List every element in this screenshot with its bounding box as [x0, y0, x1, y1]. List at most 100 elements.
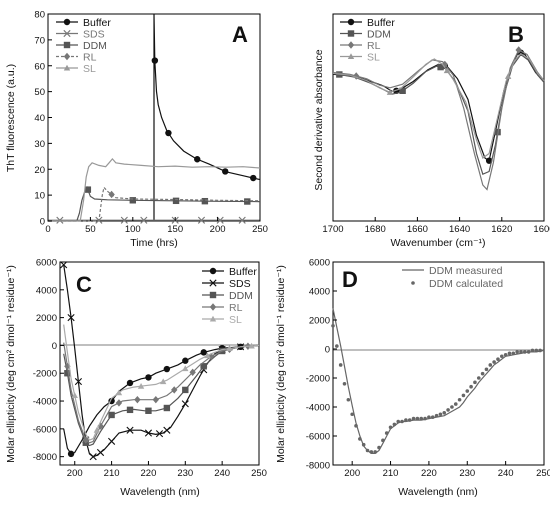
- panel-c-sds-marker: [144, 429, 153, 437]
- panel-c-sds-marker: [60, 261, 68, 269]
- panel-a-series-ddm: [48, 186, 261, 222]
- panel-c-legend-sds-swatch: [209, 279, 217, 287]
- panel-c-sl-marker: [93, 427, 101, 433]
- panel-d-xtick-label: 220: [421, 468, 437, 479]
- panel-b-ticks: 1700 1680 1660 1640 1620 1600: [322, 217, 550, 235]
- panel-d-frame: [332, 261, 545, 466]
- panel-c-ddm-marker: [108, 411, 115, 419]
- panel-d-ddm-calculated-point: [361, 442, 366, 447]
- panel-d-ddm-calculated-point: [476, 376, 481, 380]
- panel-d-ddm-calculated-point: [381, 438, 385, 443]
- panel-b-frame: [332, 13, 545, 222]
- panel-d-ytick-label: -4000: [306, 403, 330, 414]
- panel-a-buffer-marker: [250, 174, 257, 182]
- panel-d-ddm-calculated-point: [369, 450, 374, 454]
- panel-c-legend-sds: SDS: [202, 278, 251, 290]
- panel-c-xtick-label: 210: [104, 468, 120, 479]
- panel-a-xtick-label: 50: [85, 224, 96, 235]
- panel-a-legend-sds-swatch: [63, 29, 71, 38]
- panel-d-ytick-label: 6000: [309, 258, 330, 269]
- panel-d-ytick-label: 0: [325, 345, 330, 356]
- panel-b-sl-marker: [386, 89, 394, 95]
- panel-c-series-ddm: [63, 344, 260, 447]
- panel-b: 1700 1680 1660 1640 1620 1600 B Wavenumber (c…: [313, 13, 550, 249]
- panel-d-ddm-calculated-point: [442, 411, 447, 415]
- panel-a-buffer-marker: [151, 57, 159, 64]
- panel-a-sds-marker: [197, 216, 206, 224]
- panel-b-rl-marker: [515, 46, 522, 54]
- panel-c-sl-marker: [137, 383, 145, 389]
- panel-b-series-ddm: [332, 53, 545, 176]
- panel-d-ddm-calculated-point: [511, 351, 516, 356]
- panel-a-legend-rl-swatch: [63, 52, 71, 61]
- panel-c-sds-marker: [155, 430, 164, 438]
- panel-b-sl-line: [332, 52, 545, 159]
- panel-d-ytick-label: -2000: [306, 374, 330, 385]
- panel-c-xtick-label: 230: [177, 468, 193, 479]
- panel-a-legend-sl: SL: [56, 63, 96, 75]
- panel-d-ddm-calculated-point: [503, 353, 508, 357]
- panel-c-ddm-line: [63, 344, 260, 447]
- panel-c-sds-marker: [108, 437, 116, 445]
- panel-c-legend-sl-label: SL: [229, 314, 242, 326]
- panel-d-ddm-calculated-point: [526, 350, 531, 354]
- panel-c-ylabel: Molar ellipticity (deg cm² dmol⁻¹ residu…: [5, 265, 17, 463]
- panel-d-ytick-label: -6000: [306, 432, 330, 443]
- panel-c-ytick-label: 4000: [36, 285, 57, 296]
- panel-c-series-sl: [63, 324, 260, 441]
- panel-a-series-buffer: [151, 13, 261, 221]
- panel-d-xtick-label: 210: [383, 468, 399, 479]
- panel-c: 200 210 220 230 240 250 6000 4000 2000 0 -2000 -400…: [5, 258, 267, 499]
- panel-c-ytick-label: 0: [52, 341, 57, 352]
- panel-a-series-sl: [48, 157, 261, 222]
- panel-d-ytick-label: 4000: [309, 287, 330, 298]
- panel-c-ytick-label: -2000: [33, 369, 57, 380]
- panel-a-legend-ddm-label: DDM: [83, 40, 107, 52]
- panel-d-ddm-calculated-point: [484, 367, 489, 372]
- panel-a-buffer-marker: [165, 129, 172, 137]
- panel-c-ddm-marker: [64, 370, 71, 377]
- panel-d-ddm-calculated-point: [519, 350, 523, 354]
- panel-a-letter: A: [232, 22, 248, 47]
- panel-a-sl-line: [48, 157, 261, 222]
- panel-c-sl-marker: [226, 345, 233, 352]
- panel-c-xlabel: Wavelength (nm): [120, 486, 200, 498]
- panel-d-ddm-calculated-point: [465, 389, 470, 393]
- panel-d-ddm-calculated-point: [373, 450, 378, 454]
- panel-d-ddm-calculated-point: [400, 419, 404, 424]
- panel-c-ddm-marker: [182, 386, 189, 394]
- panel-d-ddm-calculated-point: [338, 363, 343, 367]
- panel-a-series-sds: [48, 216, 260, 224]
- panel-c-legend-sds-label: SDS: [229, 278, 251, 290]
- panel-c-legend-sl-swatch: [209, 315, 217, 322]
- panel-b-marks: [332, 46, 545, 191]
- panel-c-legend-rl-label: RL: [229, 302, 243, 314]
- panel-a-xlabel: Time (hrs): [130, 237, 177, 249]
- panel-d-ddm-measured-line: [332, 308, 545, 454]
- panel-d-ddm-calculated-point: [438, 412, 443, 417]
- panel-b-legend-sl-label: SL: [367, 51, 380, 63]
- panel-c-rl-marker: [134, 395, 141, 404]
- panel-d-xtick-label: 240: [498, 468, 514, 479]
- panel-a-legend-sl-label: SL: [83, 63, 96, 75]
- panel-d-ddm-calculated-point: [365, 448, 370, 453]
- panel-d-xtick-label: 200: [344, 468, 360, 479]
- panel-b-legend-buffer-label: Buffer: [367, 17, 395, 29]
- panel-a-ytick-label: 10: [34, 191, 45, 202]
- panel-d-ticks: 200 210 220 230 240 250 6000 4000 2000 0 -2000 -400…: [306, 258, 550, 480]
- panel-d-ddm-calculated-point: [515, 350, 519, 354]
- panel-a-ytick-label: 50: [34, 87, 45, 98]
- panel-b-legend-sl: SL: [340, 51, 380, 63]
- panel-d-ddm-calculated-point: [423, 416, 427, 421]
- panel-d-letter: D: [342, 267, 358, 292]
- panel-d-ddm-calculated-point: [388, 425, 393, 430]
- panel-c-sds-marker: [126, 426, 134, 434]
- panel-b-legend-rl-swatch: [347, 41, 355, 49]
- panel-a-sds-marker: [120, 216, 128, 224]
- panel-c-ytick-label: -4000: [33, 397, 57, 408]
- panel-c-sds-marker: [181, 400, 189, 408]
- panel-d-ddm-calculated-point: [404, 418, 408, 422]
- panel-a-ytick-label: 40: [34, 113, 45, 124]
- panel-d-series-ddm-calculated: [331, 324, 542, 454]
- panel-d-legend-ddm-calculated-label: DDM calculated: [429, 278, 503, 290]
